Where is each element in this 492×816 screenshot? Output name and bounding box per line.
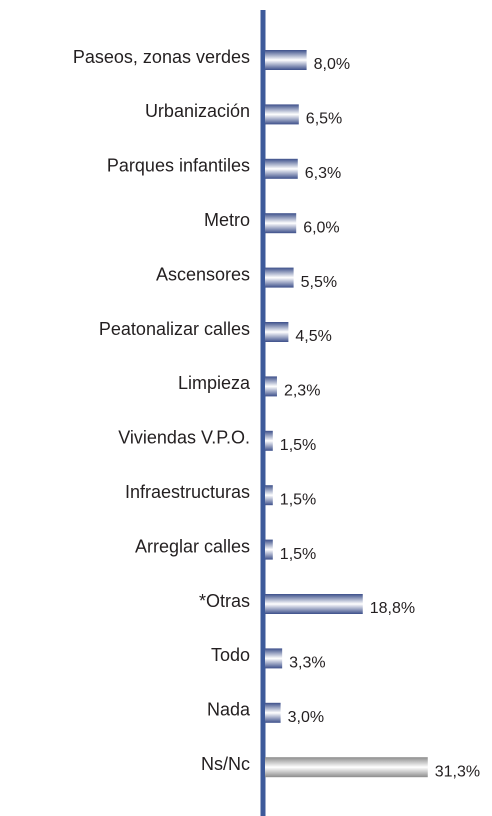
category-label: Todo: [211, 645, 250, 665]
value-label: 18,8%: [370, 600, 415, 617]
category-label: Arreglar calles: [135, 536, 250, 556]
value-label: 3,3%: [289, 655, 325, 672]
bar: [265, 648, 283, 669]
bar: [265, 430, 273, 451]
category-label: Urbanización: [145, 101, 250, 121]
value-label: 31,3%: [435, 763, 480, 780]
bar: [265, 539, 273, 560]
value-label: 3,0%: [288, 709, 324, 726]
value-label: 6,3%: [305, 165, 341, 182]
bar: [265, 158, 298, 179]
category-label: Viviendas V.P.O.: [118, 428, 250, 448]
category-label: Infraestructuras: [125, 482, 250, 502]
category-label: Ascensores: [156, 264, 250, 284]
bar: [265, 50, 307, 70]
value-label: 5,5%: [301, 274, 337, 291]
category-label: Parques infantiles: [107, 156, 250, 176]
bar: [265, 702, 281, 723]
bar: [265, 322, 289, 342]
bar: [265, 267, 294, 288]
value-label: 6,5%: [306, 111, 342, 128]
value-label: 1,5%: [280, 437, 316, 454]
value-label: 1,5%: [280, 546, 316, 563]
category-label: Nada: [207, 700, 251, 720]
value-label: 2,3%: [284, 383, 320, 400]
category-label: Limpieza: [178, 373, 251, 393]
value-label: 6,0%: [303, 219, 339, 236]
category-label: Paseos, zonas verdes: [73, 47, 250, 67]
bar: [265, 376, 277, 397]
value-label: 1,5%: [280, 491, 316, 508]
bar: [265, 213, 297, 234]
category-label: Metro: [204, 210, 250, 230]
bar: [265, 757, 428, 778]
bar: [265, 104, 299, 125]
category-label: *Otras: [199, 591, 250, 611]
value-label: 8,0%: [314, 56, 350, 73]
category-label: Ns/Nc: [201, 754, 250, 774]
bar: [265, 594, 363, 614]
bar: [265, 485, 273, 506]
category-label: Peatonalizar calles: [99, 319, 250, 339]
value-label: 4,5%: [295, 328, 331, 345]
